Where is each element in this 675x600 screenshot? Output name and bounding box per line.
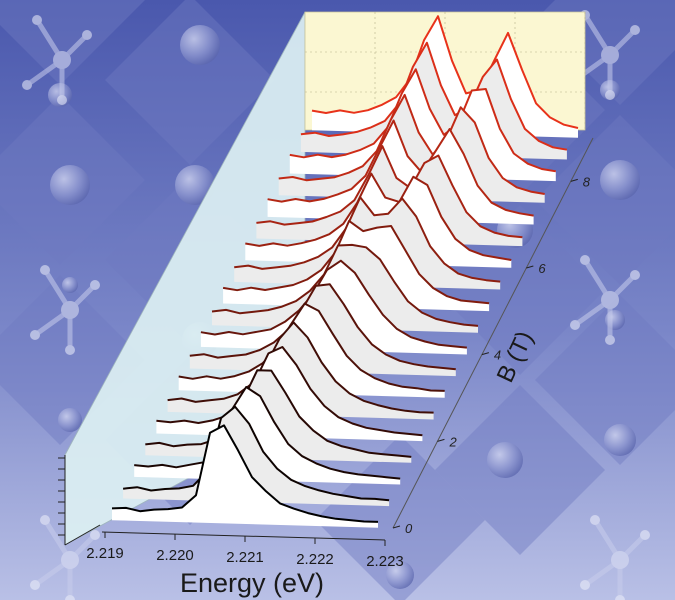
- x-tick-label: 2.223: [366, 553, 404, 570]
- spectrum-line: [267, 119, 534, 217]
- y-tick: [570, 178, 578, 182]
- spectrum-b-7.5: [278, 93, 545, 203]
- spectra: [111, 15, 579, 528]
- spectrum-line: [245, 172, 512, 261]
- spectrum-fill: [145, 370, 412, 463]
- spectrum-line: [122, 405, 390, 502]
- y-tick-label: 6: [538, 261, 546, 276]
- spectrum-line: [145, 369, 412, 458]
- spectrum-line: [211, 243, 479, 327]
- atom-sphere: [604, 424, 636, 456]
- spectrum-fill: [134, 387, 401, 485]
- molecule: [570, 255, 640, 345]
- spectrum-b-7: [267, 119, 534, 225]
- spectrum-fill: [289, 69, 556, 182]
- molecule: [30, 265, 100, 355]
- x-axis-line: [101, 531, 386, 541]
- spectrum-fill: [123, 406, 390, 507]
- x-tick-label: 2.221: [226, 549, 264, 566]
- x-axis: 2.219 2.220 2.221 2.222 2.223: [86, 531, 404, 570]
- molecule: [580, 515, 650, 600]
- spectrum-line: [189, 283, 456, 371]
- spectrum-fill: [267, 120, 534, 225]
- y-tick: [526, 265, 534, 269]
- y-tick-label: 4: [494, 348, 501, 363]
- crystal-tile: [315, 435, 485, 600]
- spectrum-line: [300, 41, 568, 151]
- atom-sphere: [487, 442, 523, 478]
- atom-sphere: [180, 25, 220, 65]
- x-axis-title: Energy (eV): [180, 568, 324, 598]
- crystal-tile: [535, 115, 675, 285]
- spectrum-b-8: [289, 68, 556, 182]
- spectrum-line: [311, 15, 579, 129]
- x-tick-label: 2.220: [156, 547, 194, 564]
- y-tick-label: 0: [405, 521, 413, 536]
- atom-sphere: [62, 277, 78, 293]
- y-tick: [392, 525, 401, 529]
- atom-sphere: [386, 561, 414, 589]
- spectrum-b-6.5: [256, 145, 523, 247]
- spectrum-fill: [112, 425, 378, 528]
- crystal-tile: [535, 295, 675, 465]
- spectrum-line: [200, 259, 467, 349]
- spectrum-line: [222, 219, 490, 305]
- y-tick: [481, 352, 490, 356]
- y-tick-label: 2: [448, 434, 457, 449]
- spectrum-fill: [278, 94, 545, 203]
- spectrum-fill: [256, 146, 523, 247]
- y-tick: [437, 438, 445, 442]
- y-tick-label: 8: [583, 174, 591, 189]
- atom-sphere: [600, 160, 640, 200]
- spectrum-b-1.5: [145, 369, 412, 463]
- molecule: [30, 515, 100, 600]
- spectrum-line: [234, 196, 501, 283]
- molecule: [22, 15, 92, 105]
- spectrum-b-0.5: [122, 405, 390, 507]
- spectrum-line: [111, 424, 379, 523]
- spectrum-line: [256, 145, 523, 239]
- atom-sphere: [50, 165, 90, 205]
- y-axis: 0 2 4 6 8: [392, 137, 594, 536]
- atom-sphere: [58, 408, 82, 432]
- z-axis-base: [64, 524, 101, 546]
- spectrum-line: [167, 321, 434, 414]
- crystal-tile: [0, 275, 145, 445]
- spectrum-line: [278, 93, 545, 195]
- x-tick-label: 2.222: [296, 551, 334, 568]
- spectrum-line: [289, 68, 556, 173]
- y-axis-line: [392, 137, 594, 529]
- spectrum-b-1: [134, 386, 401, 485]
- spectrum-line: [178, 302, 445, 392]
- atom-sphere: [175, 165, 215, 205]
- x-tick-label: 2.219: [86, 545, 124, 562]
- spectrum-line: [134, 386, 401, 480]
- intensity-axis: [58, 455, 101, 546]
- spectrum-line: [156, 346, 423, 437]
- crystal-tile: [435, 385, 605, 555]
- crystal-tile: [105, 0, 275, 165]
- spectrum-b-0: [111, 424, 379, 528]
